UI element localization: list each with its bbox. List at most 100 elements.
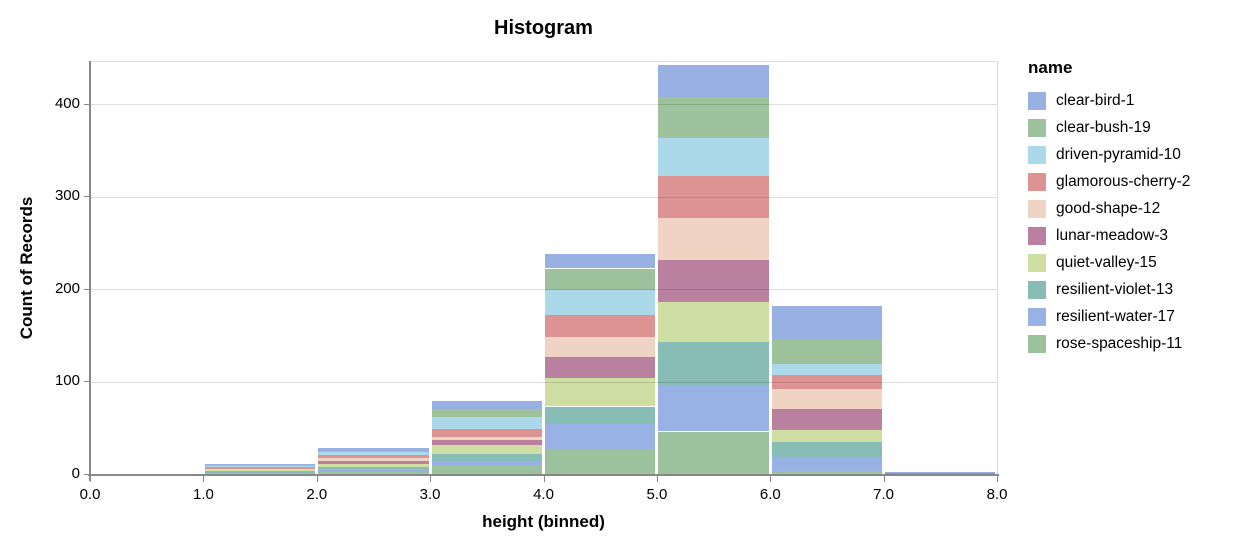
- bar-segment-quiet-valley-15: [204, 470, 316, 472]
- bar-segment-clear-bird-1: [658, 64, 769, 98]
- gridline: [90, 381, 997, 383]
- y-axis-title: Count of Records: [17, 196, 36, 340]
- legend-swatch-resilient-water-17: [1028, 307, 1046, 326]
- bar-segment-resilient-violet-13: [771, 441, 883, 458]
- legend-swatch-clear-bush-19: [1028, 118, 1046, 137]
- legend-label: rose-spaceship-11: [1056, 334, 1183, 352]
- legend-swatch-resilient-violet-13: [1028, 280, 1046, 299]
- legend-entry: lunar-meadow-3: [1028, 222, 1190, 249]
- bar-segment-clear-bird-1: [318, 448, 429, 451]
- x-tick-mark: [883, 476, 885, 482]
- legend-label: resilient-violet-13: [1056, 280, 1174, 298]
- bar-segment-glamorous-cherry-2: [431, 428, 542, 437]
- x-tick-label: 1.0: [192, 486, 214, 503]
- bar-segment-lunar-meadow-3: [318, 461, 429, 464]
- bar-segment-lunar-meadow-3: [771, 409, 883, 430]
- legend-label: quiet-valley-15: [1056, 253, 1157, 271]
- x-tick-mark: [770, 476, 772, 482]
- bar-segment-resilient-water-17: [431, 461, 542, 466]
- bar-segment-rose-spaceship-11: [431, 465, 542, 475]
- legend-label: resilient-water-17: [1056, 307, 1175, 325]
- legend: name clear-bird-1 clear-bush-19 driven-pyr…: [1028, 58, 1190, 357]
- bar-segment-glamorous-cherry-2: [771, 375, 883, 389]
- bar-segment-driven-pyramid-10: [771, 363, 883, 375]
- x-tick-mark: [430, 476, 432, 482]
- bar-segment-clear-bush-19: [545, 268, 656, 290]
- legend-swatch-rose-spaceship-11: [1028, 334, 1046, 353]
- legend-entry: resilient-water-17: [1028, 303, 1190, 330]
- legend-entry: quiet-valley-15: [1028, 249, 1190, 276]
- bar-segment-clear-bird-1: [431, 400, 542, 410]
- legend-entries: clear-bird-1 clear-bush-19 driven-pyramid-…: [1028, 87, 1190, 357]
- y-tick-mark: [84, 288, 90, 290]
- x-tick-label: 7.0: [873, 486, 895, 503]
- bar-segment-good-shape-12: [318, 458, 429, 462]
- bar-segment-glamorous-cherry-2: [545, 314, 656, 337]
- bar-segment-quiet-valley-15: [545, 377, 656, 407]
- bar-segment-glamorous-cherry-2: [318, 454, 429, 459]
- legend-entry: rose-spaceship-11: [1028, 330, 1190, 357]
- bar-segment-glamorous-cherry-2: [658, 175, 769, 218]
- y-axis-line: [89, 61, 91, 481]
- bar-segment-clear-bird-1: [204, 463, 316, 465]
- bar-segment-resilient-water-17: [204, 473, 316, 474]
- legend-swatch-good-shape-12: [1028, 199, 1046, 218]
- bar-segment-rose-spaceship-11: [658, 431, 769, 475]
- y-tick-label: 100: [54, 372, 80, 390]
- bar-segment-quiet-valley-15: [318, 463, 429, 467]
- x-tick-label: 4.0: [533, 486, 554, 503]
- y-tick-mark: [84, 103, 90, 105]
- bar-segment-lunar-meadow-3: [545, 357, 656, 378]
- bar-segment-quiet-valley-15: [771, 429, 883, 442]
- bar-segment-driven-pyramid-10: [431, 416, 542, 429]
- x-tick-label: 8.0: [986, 486, 1008, 503]
- bar-segment-good-shape-12: [771, 388, 883, 410]
- gridline: [90, 289, 997, 291]
- x-tick-mark: [316, 476, 318, 482]
- bar-segment-good-shape-12: [545, 337, 656, 358]
- legend-label: clear-bird-1: [1056, 91, 1135, 109]
- legend-label: glamorous-cherry-2: [1056, 172, 1191, 190]
- bar-segment-clear-bush-19: [431, 409, 542, 417]
- x-tick-label: 2.0: [306, 486, 328, 503]
- x-tick-mark: [203, 476, 205, 482]
- chart-title: Histogram: [494, 17, 593, 39]
- y-tick-label: 200: [54, 279, 80, 297]
- legend-swatch-lunar-meadow-3: [1028, 226, 1046, 245]
- legend-swatch-clear-bird-1: [1028, 91, 1046, 110]
- bar-segment-resilient-violet-13: [204, 471, 316, 474]
- bar-segment-lunar-meadow-3: [658, 260, 769, 302]
- legend-entry: driven-pyramid-10: [1028, 141, 1190, 168]
- bar-segment-good-shape-12: [431, 437, 542, 440]
- bar-segment-good-shape-12: [658, 217, 769, 261]
- bar-segment-rose-spaceship-11: [318, 472, 429, 475]
- legend-label: driven-pyramid-10: [1056, 145, 1181, 163]
- bar-segment-driven-pyramid-10: [545, 289, 656, 315]
- x-axis-line: [88, 474, 999, 476]
- bar-segment-driven-pyramid-10: [318, 451, 429, 455]
- x-tick-mark: [90, 476, 91, 482]
- bar-segment-quiet-valley-15: [658, 301, 769, 342]
- legend-entry: glamorous-cherry-2: [1028, 168, 1190, 195]
- x-tick-mark: [543, 476, 545, 482]
- y-tick-mark: [84, 381, 90, 383]
- x-tick-label: 6.0: [759, 486, 781, 503]
- bar-segment-driven-pyramid-10: [204, 465, 316, 467]
- bar-segment-clear-bird-1: [545, 253, 656, 269]
- legend-label: clear-bush-19: [1056, 118, 1151, 136]
- y-tick-label: 0: [71, 465, 80, 482]
- x-tick-label: 0.0: [79, 486, 101, 503]
- bar-segment-clear-bush-19: [658, 97, 769, 138]
- bar-segment-clear-bush-19: [318, 450, 429, 452]
- gridline: [90, 196, 997, 198]
- gridline: [90, 104, 997, 106]
- bar-segment-resilient-violet-13: [658, 341, 769, 386]
- bar-segment-glamorous-cherry-2: [204, 466, 316, 469]
- bar-segment-rose-spaceship-11: [545, 449, 656, 475]
- y-tick-label: 400: [54, 94, 80, 112]
- legend-entry: good-shape-12: [1028, 195, 1190, 222]
- bar-segment-clear-bird-1: [885, 472, 996, 474]
- y-tick-label: 300: [54, 187, 80, 205]
- bar-segment-lunar-meadow-3: [431, 439, 542, 446]
